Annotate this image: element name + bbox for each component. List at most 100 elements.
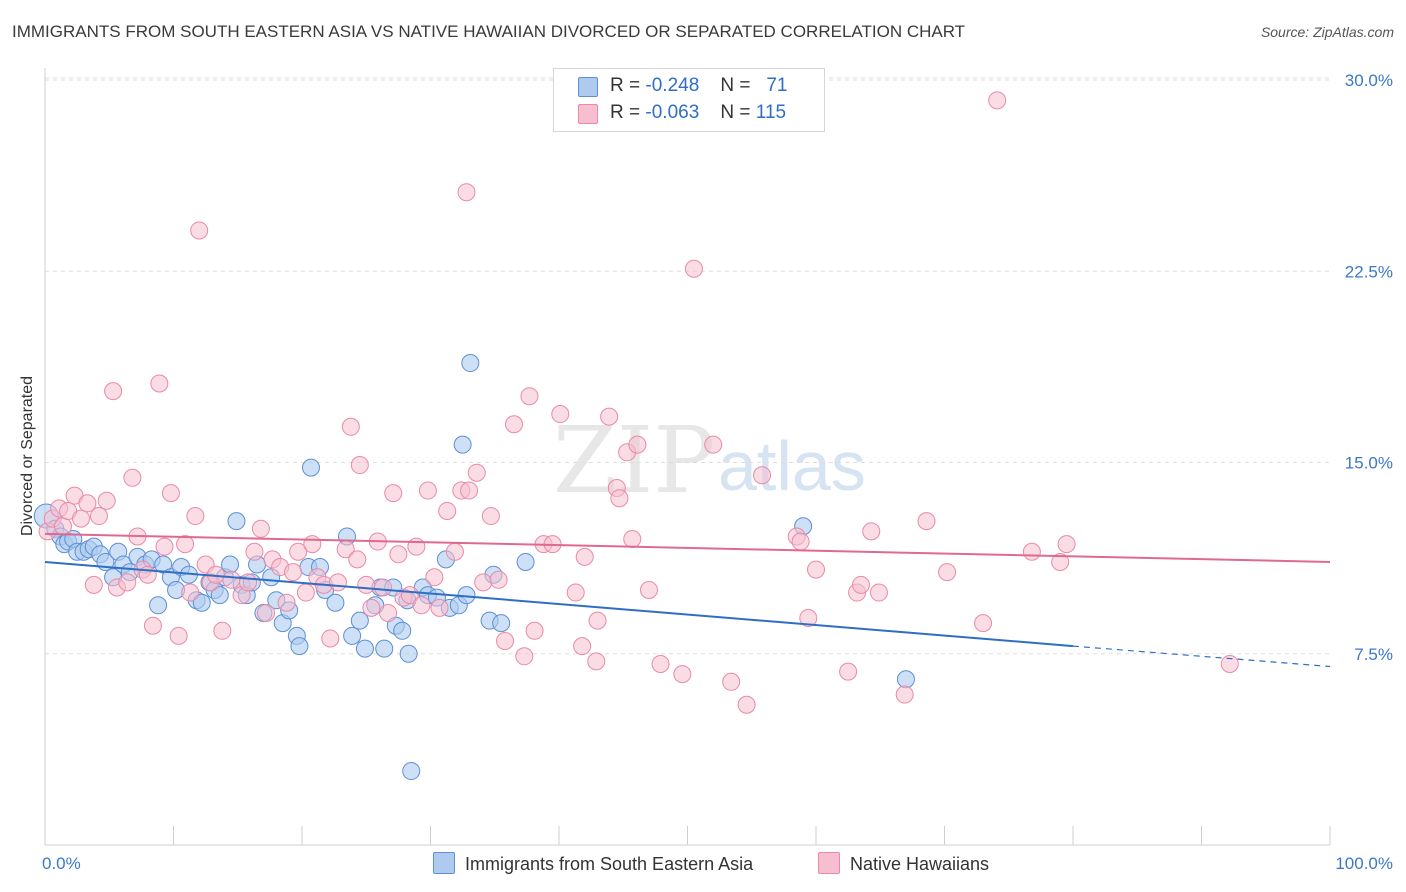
data-point-native-hawaiians (150, 374, 169, 393)
data-point-native-hawaiians (481, 507, 500, 526)
data-point-native-hawaiians (684, 259, 703, 278)
bottom-legend-swatch-pink (818, 852, 840, 874)
tick-labels: 7.5% 15.0% 22.5% 30.0% 0.0% 100.0% (42, 71, 1393, 873)
data-point-native-hawaiians (505, 415, 524, 434)
legend-n-label: N = (720, 102, 751, 123)
y-tick-label: 7.5% (1354, 645, 1393, 664)
series-immigrants-points (33, 354, 915, 781)
bottom-legend-swatch-blue (433, 852, 455, 874)
data-point-native-hawaiians (412, 596, 431, 615)
trend-line-native-hawaiians (44, 532, 1331, 563)
data-point-native-hawaiians (525, 621, 544, 640)
data-point-native-hawaiians (839, 662, 858, 681)
data-point-native-hawaiians (213, 621, 232, 640)
data-point-native-hawaiians (430, 598, 449, 617)
data-point-native-hawaiians (515, 647, 534, 666)
data-point-immigrants (210, 586, 229, 605)
chart-title: IMMIGRANTS FROM SOUTH EASTERN ASIA VS NA… (12, 22, 966, 41)
data-point-native-hawaiians (373, 578, 392, 597)
data-point-native-hawaiians (704, 435, 723, 454)
y-tick-label: 22.5% (1345, 262, 1393, 281)
data-point-native-hawaiians (350, 456, 369, 475)
x-tick-label: 0.0% (42, 854, 81, 873)
data-point-native-hawaiians (418, 481, 437, 500)
trend-line-immigrants (44, 560, 1074, 648)
data-point-native-hawaiians (71, 509, 90, 528)
data-point-native-hawaiians (651, 654, 670, 673)
data-point-native-hawaiians (791, 532, 810, 551)
data-point-immigrants (192, 593, 211, 612)
legend-swatch-pink (578, 104, 598, 124)
data-point-native-hawaiians (520, 387, 539, 406)
data-point-native-hawaiians (328, 573, 347, 592)
data-point-immigrants (343, 626, 362, 645)
data-point-native-hawaiians (460, 481, 479, 500)
data-point-immigrants (402, 762, 421, 781)
data-point-native-hawaiians (303, 535, 322, 554)
data-point-native-hawaiians (348, 550, 367, 569)
data-point-native-hawaiians (575, 547, 594, 566)
data-point-native-hawaiians (123, 468, 142, 487)
data-point-immigrants (227, 512, 246, 531)
trend-lines (44, 532, 1331, 668)
data-point-immigrants (221, 555, 240, 574)
data-point-native-hawaiians (988, 91, 1007, 110)
data-point-native-hawaiians (186, 507, 205, 526)
legend-r-value: -0.248 (645, 75, 700, 96)
legend-r-label: R = (610, 102, 641, 123)
data-point-native-hawaiians (974, 614, 993, 633)
correlation-legend: R = -0.248 N = 71 R = -0.063 N = 115 (553, 68, 825, 132)
data-point-native-hawaiians (673, 665, 692, 684)
data-point-native-hawaiians (438, 501, 457, 520)
data-point-immigrants (492, 614, 511, 633)
data-point-native-hawaiians (1220, 654, 1239, 673)
data-point-native-hawaiians (1051, 552, 1070, 571)
bottom-legend-label: Native Hawaiians (850, 854, 990, 874)
data-point-immigrants (355, 639, 374, 658)
data-point-native-hawaiians (296, 583, 315, 602)
data-point-native-hawaiians (457, 183, 476, 202)
bottom-legend-native-hawaiians: Native Hawaiians (818, 852, 989, 875)
data-point-native-hawaiians (245, 542, 264, 561)
data-point-immigrants (896, 670, 915, 689)
watermark: ZIP atlas (553, 407, 866, 514)
data-point-native-hawaiians (384, 484, 403, 503)
data-point-native-hawaiians (895, 685, 914, 704)
data-point-native-hawaiians (425, 568, 444, 587)
data-point-native-hawaiians (284, 563, 303, 582)
data-point-native-hawaiians (97, 491, 116, 510)
data-point-native-hawaiians (610, 489, 629, 508)
data-point-native-hawaiians (496, 632, 515, 650)
data-point-immigrants (461, 354, 480, 373)
data-point-native-hawaiians (53, 517, 72, 536)
data-point-native-hawaiians (78, 494, 97, 513)
data-point-native-hawaiians (257, 603, 276, 622)
legend-n-value: 115 (755, 102, 787, 123)
data-point-immigrants (290, 637, 309, 656)
data-point-native-hawaiians (938, 563, 957, 582)
data-point-native-hawaiians (807, 560, 825, 579)
data-point-native-hawaiians (407, 537, 426, 556)
watermark-atlas: atlas (718, 427, 866, 505)
data-point-native-hawaiians (143, 616, 162, 635)
data-point-native-hawaiians (737, 695, 756, 714)
data-point-immigrants (393, 621, 412, 640)
data-point-native-hawaiians (222, 570, 241, 589)
data-point-native-hawaiians (379, 603, 398, 622)
data-point-immigrants (516, 552, 535, 571)
data-point-native-hawaiians (277, 593, 296, 612)
data-point-native-hawaiians (169, 626, 188, 645)
data-point-native-hawaiians (623, 530, 642, 548)
bottom-legend-label: Immigrants from South Eastern Asia (465, 854, 754, 874)
data-point-native-hawaiians (389, 545, 408, 564)
data-point-native-hawaiians (639, 581, 658, 599)
data-point-native-hawaiians (489, 570, 508, 589)
data-point-native-hawaiians (161, 484, 180, 503)
data-point-immigrants (301, 458, 320, 477)
trend-line-immigrants-extension (1072, 645, 1331, 668)
data-point-native-hawaiians (89, 507, 108, 526)
data-point-immigrants (453, 435, 472, 454)
data-point-native-hawaiians (104, 382, 123, 401)
data-point-native-hawaiians (251, 519, 270, 538)
